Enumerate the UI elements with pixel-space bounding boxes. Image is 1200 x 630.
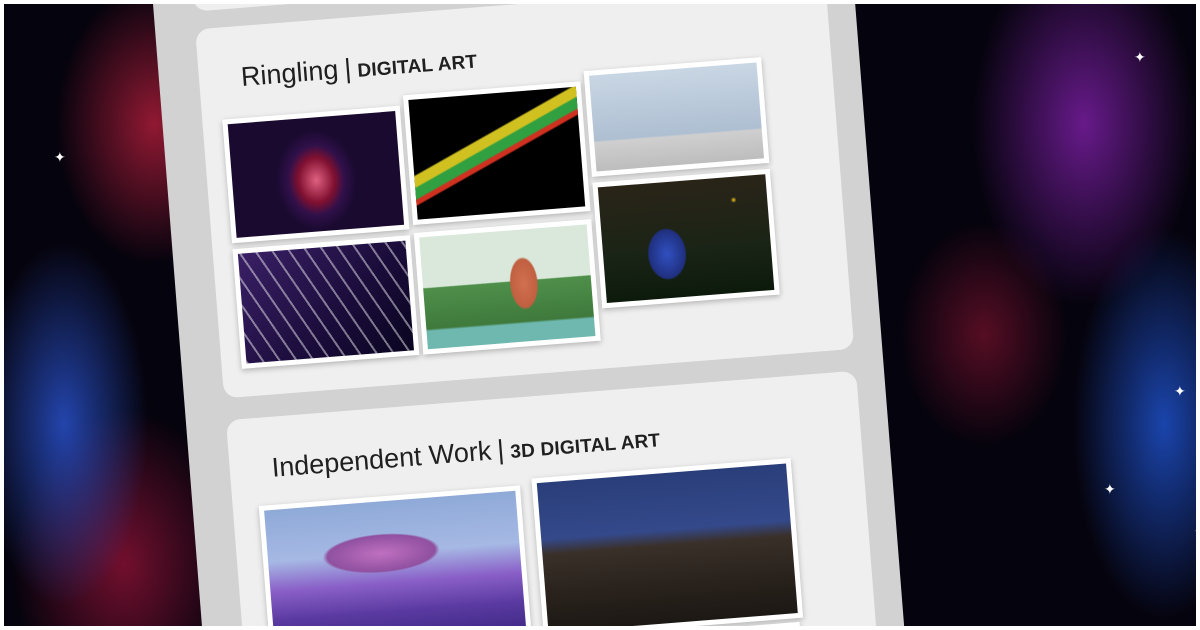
- artwork-blue-creature-thumbnail[interactable]: [592, 168, 780, 309]
- star-decoration: ✦: [1194, 524, 1196, 538]
- artwork-dark-mountains-thumbnail[interactable]: [531, 458, 804, 626]
- section-title: Independent Work: [270, 435, 493, 483]
- star-decoration: ✦: [1104, 481, 1116, 497]
- space-background: ✦ ✦ ✦ ✦ ✦ ✦ ✦ Ringling|DIGITAL ART: [4, 4, 1196, 626]
- artwork-brush-object-thumbnail[interactable]: [402, 81, 591, 225]
- section-heading: Ringling | DIGITAL ART: [240, 44, 478, 93]
- section-separator: |: [496, 434, 506, 466]
- portfolio-page: Ringling | DIGITAL ART Indepen: [150, 4, 918, 626]
- section-tag: 3D DIGITAL ART: [509, 430, 662, 464]
- artwork-garden-woman-thumbnail[interactable]: [413, 219, 601, 355]
- artwork-space-structure-thumbnail[interactable]: [232, 235, 420, 369]
- independent-work-section-card: Independent Work | 3D DIGITAL ART: [225, 370, 892, 626]
- section-tag: DIGITAL ART: [356, 51, 479, 82]
- star-decoration: ✦: [1134, 49, 1146, 65]
- star-decoration: ✦: [54, 149, 66, 165]
- star-decoration: ✦: [1174, 383, 1186, 399]
- section-title: Ringling: [239, 54, 340, 92]
- artwork-red-figure-thumbnail[interactable]: [222, 105, 410, 244]
- section-separator: |: [343, 53, 353, 84]
- artwork-purple-landscape-thumbnail[interactable]: [258, 485, 533, 626]
- ringling-section-card: Ringling | DIGITAL ART: [195, 4, 855, 399]
- artwork-room-scene-thumbnail[interactable]: [583, 57, 770, 177]
